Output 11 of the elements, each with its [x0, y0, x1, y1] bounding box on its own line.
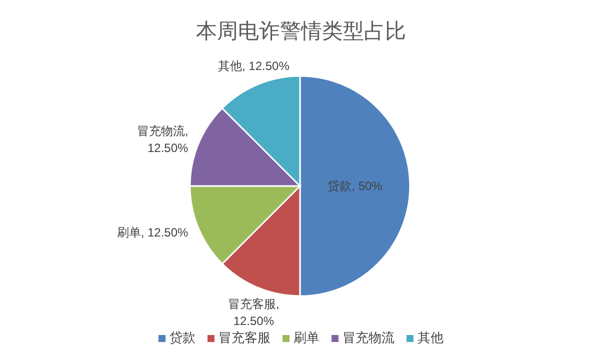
data-label: 贷款, 50% — [328, 179, 383, 193]
legend-label: 其他 — [418, 330, 444, 345]
legend-label: 冒充物流 — [342, 330, 394, 345]
data-label: 冒充客服, 12.50% — [228, 296, 280, 328]
legend-label: 冒充客服 — [218, 330, 270, 345]
data-label: 冒充物流, 12.50% — [136, 124, 189, 156]
chart-title: 本周电诈警情类型占比 — [196, 20, 406, 43]
legend-label: 贷款 — [170, 330, 196, 345]
data-label: 其他, 12.50% — [218, 59, 290, 74]
legend-label: 刷单 — [294, 330, 320, 345]
data-label: 刷单, 12.50% — [116, 225, 189, 240]
